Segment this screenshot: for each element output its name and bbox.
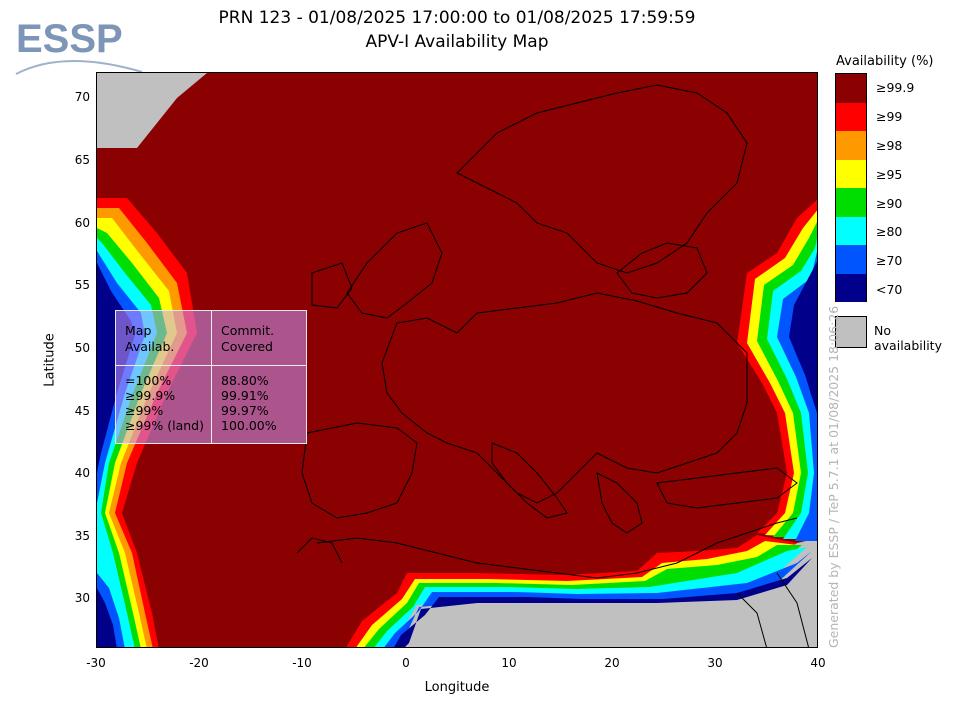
y-tick-label: 70: [74, 90, 90, 104]
no-availability-label: No availability: [874, 323, 942, 353]
essp-logo: ESSP: [14, 14, 144, 78]
legend-swatch: [836, 159, 866, 188]
legend-swatch: [836, 216, 866, 245]
generated-by-credit: Generated by ESSP / TeP 5.7.1 at 01/08/2…: [826, 305, 841, 648]
legend-swatch: [836, 273, 866, 302]
legend-label: <70: [876, 282, 903, 297]
legend-label: ≥99.9: [876, 80, 915, 95]
legend-label: ≥70: [876, 253, 903, 268]
x-tick-label: 40: [810, 656, 826, 670]
map-title: PRN 123 - 01/08/2025 17:00:00 to 01/08/2…: [218, 8, 696, 28]
x-tick-label: -10: [292, 656, 312, 670]
stats-row-label: =100%: [125, 373, 172, 388]
y-tick-label: 50: [74, 341, 90, 355]
east-degradation-band: [737, 199, 817, 541]
x-tick-label: 0: [402, 656, 410, 670]
legend-label: ≥98: [876, 138, 903, 153]
legend-swatch: [836, 131, 866, 160]
x-tick-label: -30: [86, 656, 106, 670]
legend-swatch: [836, 188, 866, 217]
x-tick-label: 20: [604, 656, 620, 670]
y-axis-label: Latitude: [42, 333, 58, 387]
y-tick-label: 45: [74, 404, 90, 418]
x-axis-label: Longitude: [424, 680, 490, 695]
stats-col2-header-line1: Commit.: [221, 323, 275, 338]
stats-row-label: ≥99%: [125, 403, 164, 418]
y-tick-label: 55: [74, 278, 90, 292]
x-tick-label: 30: [707, 656, 723, 670]
legend-label: ≥95: [876, 167, 903, 182]
stats-row-value: 100.00%: [221, 418, 277, 433]
y-tick-label: 65: [74, 153, 90, 167]
legend-label: ≥99: [876, 109, 903, 124]
stats-row-label: ≥99.9%: [125, 388, 176, 403]
y-tick-label: 35: [74, 529, 90, 543]
stats-row-label: ≥99% (land): [125, 418, 204, 433]
legend-title: Availability (%): [836, 54, 934, 69]
x-tick-label: -20: [189, 656, 209, 670]
y-tick-label: 30: [74, 591, 90, 605]
stats-row-value: 88.80%: [221, 373, 269, 388]
legend-label: ≥80: [876, 224, 903, 239]
stats-col2-header-line2: Covered: [221, 339, 273, 354]
y-tick-label: 40: [74, 466, 90, 480]
no-availability-swatch: [835, 316, 867, 348]
map-subtitle: APV-I Availability Map: [365, 32, 549, 52]
south-degradation-band: [346, 535, 812, 647]
coastlines: [296, 84, 809, 647]
legend-swatch: [836, 74, 866, 103]
stats-row-value: 99.97%: [221, 403, 269, 418]
availability-stats-table: Map Availab. Commit. Covered =100% ≥99.9…: [115, 310, 307, 444]
logo-text: ESSP: [16, 17, 123, 61]
stats-col1-header-line2: Availab.: [125, 339, 175, 354]
legend-label: ≥90: [876, 196, 903, 211]
legend-swatch: [836, 102, 866, 131]
stats-row-value: 99.91%: [221, 388, 269, 403]
x-tick-label: 10: [501, 656, 517, 670]
stats-col1-header-line1: Map: [125, 323, 152, 338]
y-tick-label: 60: [74, 216, 90, 230]
legend-swatch: [836, 245, 866, 274]
